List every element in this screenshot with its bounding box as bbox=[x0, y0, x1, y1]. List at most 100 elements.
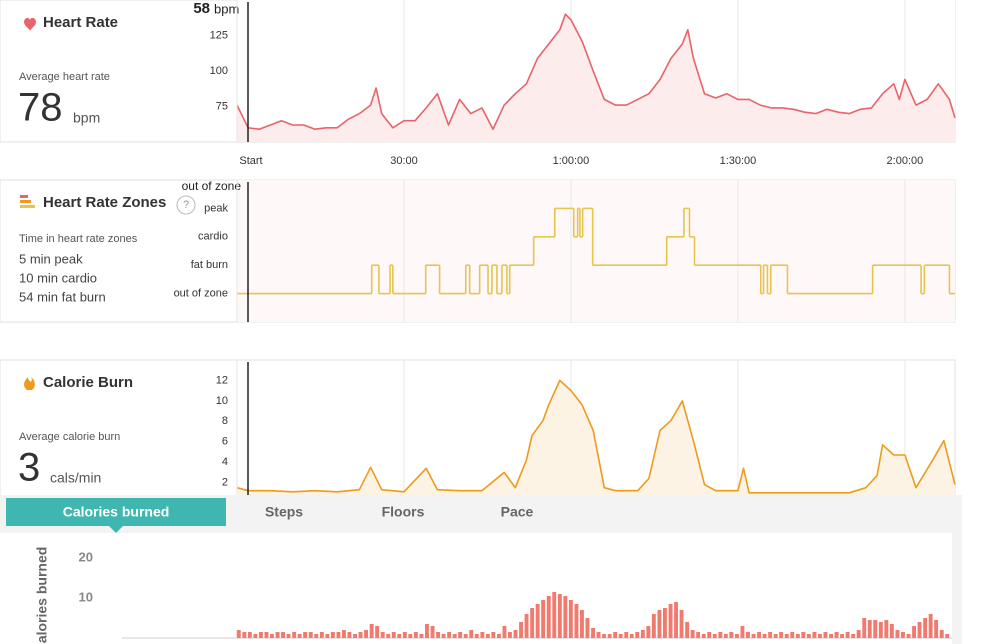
bar bbox=[840, 634, 844, 638]
bar bbox=[873, 620, 878, 638]
y-tick-label: 2 bbox=[222, 476, 228, 488]
bar bbox=[358, 632, 363, 638]
bar bbox=[834, 632, 839, 638]
bar bbox=[275, 632, 280, 638]
bar bbox=[679, 610, 684, 638]
bar bbox=[519, 622, 523, 638]
heart-icon bbox=[24, 17, 36, 31]
bar bbox=[574, 604, 579, 638]
bar bbox=[795, 634, 800, 638]
help-icon[interactable] bbox=[176, 195, 196, 215]
bar bbox=[524, 614, 529, 638]
y-tick-label: 6 bbox=[222, 436, 228, 448]
panel-title: Calorie Burn bbox=[43, 374, 133, 391]
bar bbox=[823, 632, 828, 638]
bar bbox=[934, 620, 939, 638]
bar bbox=[784, 634, 789, 638]
bar bbox=[369, 624, 374, 638]
y-tick-label: 20 bbox=[79, 549, 93, 564]
bar bbox=[718, 632, 723, 638]
bar bbox=[618, 634, 623, 638]
bar bbox=[701, 634, 706, 638]
bar bbox=[624, 632, 629, 638]
bar bbox=[364, 630, 368, 638]
summary-line: 10 min cardio bbox=[19, 270, 97, 285]
bar bbox=[430, 626, 435, 638]
bar bbox=[474, 634, 479, 638]
bar bbox=[236, 630, 241, 638]
bar bbox=[923, 618, 928, 638]
bar bbox=[325, 634, 330, 638]
bar bbox=[375, 626, 380, 638]
bar bbox=[779, 632, 784, 638]
bar bbox=[546, 596, 551, 638]
bar bbox=[452, 634, 457, 638]
bar bbox=[845, 632, 850, 638]
bar bbox=[480, 632, 485, 638]
help-text[interactable]: ? bbox=[183, 199, 189, 211]
bar bbox=[441, 634, 446, 638]
bar bbox=[651, 614, 656, 638]
zone-icon bbox=[20, 200, 31, 203]
bar bbox=[336, 632, 341, 638]
y-tick-label: 10 bbox=[216, 395, 228, 407]
cursor-value: 58 bbox=[193, 0, 210, 17]
bar bbox=[912, 626, 916, 638]
tab-label[interactable]: Calories burned bbox=[63, 504, 170, 520]
bar bbox=[308, 632, 313, 638]
bar bbox=[585, 618, 590, 638]
x-tick-label: 1:00:00 bbox=[553, 155, 590, 167]
x-tick-label: 1:30:00 bbox=[720, 155, 757, 167]
x-tick-label: 2:00:00 bbox=[887, 155, 924, 167]
tab-label[interactable]: Steps bbox=[265, 504, 303, 520]
bar bbox=[303, 632, 308, 638]
bar bbox=[773, 634, 778, 638]
y-tick-label: out of zone bbox=[174, 288, 228, 300]
tab-label[interactable]: Pace bbox=[501, 504, 534, 520]
bar bbox=[270, 634, 274, 638]
bar bbox=[762, 634, 767, 638]
bar bbox=[447, 632, 452, 638]
y-tick-label: 8 bbox=[222, 415, 228, 427]
bar bbox=[735, 634, 739, 638]
bar bbox=[646, 626, 651, 638]
bar bbox=[253, 634, 258, 638]
bar bbox=[862, 618, 867, 638]
bar bbox=[314, 634, 319, 638]
y-tick-label: fat burn bbox=[191, 259, 228, 271]
bar bbox=[347, 632, 352, 638]
bar bbox=[425, 624, 429, 638]
bar bbox=[541, 600, 546, 638]
bar bbox=[264, 632, 269, 638]
bar bbox=[723, 634, 728, 638]
bar bbox=[281, 632, 285, 638]
bar bbox=[712, 634, 717, 638]
bar bbox=[259, 632, 263, 638]
bar bbox=[746, 632, 750, 638]
bar bbox=[889, 624, 894, 638]
bar bbox=[757, 632, 761, 638]
summary-label: Average calorie burn bbox=[19, 431, 120, 443]
bar bbox=[906, 634, 911, 638]
bar bbox=[408, 634, 413, 638]
y-tick-label: 125 bbox=[210, 29, 228, 41]
bar bbox=[563, 596, 568, 638]
line bbox=[236, 13, 956, 130]
bar bbox=[829, 634, 833, 638]
bar bbox=[397, 634, 402, 638]
bar bbox=[497, 634, 501, 638]
tab-pointer bbox=[109, 526, 123, 533]
active-tab[interactable] bbox=[6, 498, 226, 526]
bar bbox=[292, 632, 297, 638]
bar bbox=[491, 632, 496, 638]
bar bbox=[878, 622, 883, 638]
bar bbox=[790, 632, 795, 638]
bar bbox=[380, 632, 385, 638]
bar bbox=[856, 630, 861, 638]
bar bbox=[602, 634, 606, 638]
bar bbox=[413, 632, 418, 638]
bar bbox=[242, 632, 247, 638]
bar bbox=[690, 630, 695, 638]
bar bbox=[801, 632, 806, 638]
tab-label[interactable]: Floors bbox=[382, 504, 425, 520]
